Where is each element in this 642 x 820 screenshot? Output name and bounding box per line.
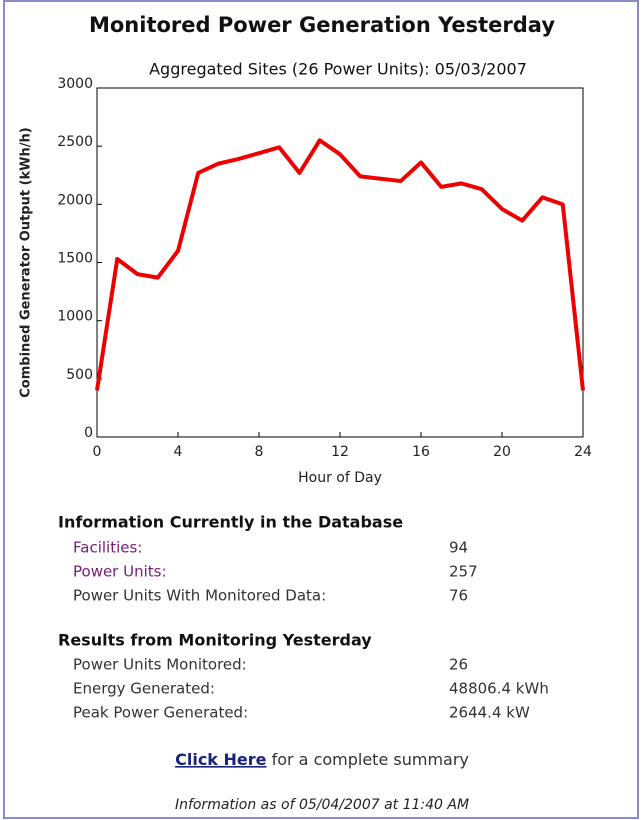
row-value: 48806.4 kWh xyxy=(449,680,549,698)
x-tick-label: 4 xyxy=(174,444,183,460)
y-axis-label: Combined Generator Output (kWh/h) xyxy=(19,127,34,397)
info-rows: Facilities: 94 Power Units: 257 Power Units … xyxy=(73,539,478,605)
row-label: Peak Power Generated: xyxy=(73,704,248,722)
x-tick-label: 0 xyxy=(93,444,102,460)
x-tick-label: 20 xyxy=(493,444,511,460)
x-tick-label: 16 xyxy=(412,444,430,460)
summary-text: for a complete summary xyxy=(267,750,469,769)
row-label: Energy Generated: xyxy=(73,680,215,698)
summary-line: Click Here for a complete summary xyxy=(175,750,469,769)
section-heading: Information Currently in the Database xyxy=(58,513,403,532)
footer: Information as of 05/04/2007 at 11:40 AM xyxy=(175,797,469,813)
results-rows: Power Units Monitored: 26 Energy Generated… xyxy=(73,656,549,722)
row-value: 26 xyxy=(449,656,468,674)
y-tick-label: 3000 xyxy=(57,76,93,92)
row-label: Power Units Monitored: xyxy=(73,656,247,674)
y-tick-label: 500 xyxy=(66,367,93,383)
data-line xyxy=(95,138,585,391)
chart-title: Monitored Power Generation Yesterday xyxy=(89,13,555,37)
row-label: Power Units: xyxy=(73,563,167,581)
y-tick-label: 2000 xyxy=(57,192,93,208)
row-value: 76 xyxy=(449,587,468,605)
x-tick-label: 12 xyxy=(331,444,349,460)
y-tick-label: 1500 xyxy=(57,251,93,267)
section-heading: Results from Monitoring Yesterday xyxy=(58,631,372,650)
y-tick-label: 2500 xyxy=(57,134,93,150)
y-tick-label: 1000 xyxy=(57,309,93,325)
row-value: 94 xyxy=(449,539,468,557)
x-axis-label: Hour of Day xyxy=(298,470,382,486)
row-label: Facilities: xyxy=(73,539,142,557)
row-value: 257 xyxy=(449,563,478,581)
row-value: 2644.4 kW xyxy=(449,704,530,722)
x-tick-label: 24 xyxy=(574,444,592,460)
x-tick-label: 8 xyxy=(255,444,264,460)
chart: 0 4 8 12 16 20 24 0 500 1000 1500 2000 2500 3000 Hour … xyxy=(19,76,592,486)
panel-border xyxy=(3,0,639,819)
row-label: Power Units With Monitored Data: xyxy=(73,587,326,605)
summary-link[interactable]: Click Here xyxy=(175,750,267,769)
chart-subtitle: Aggregated Sites (26 Power Units): 05/03… xyxy=(149,60,527,79)
y-tick-label: 0 xyxy=(84,425,93,441)
